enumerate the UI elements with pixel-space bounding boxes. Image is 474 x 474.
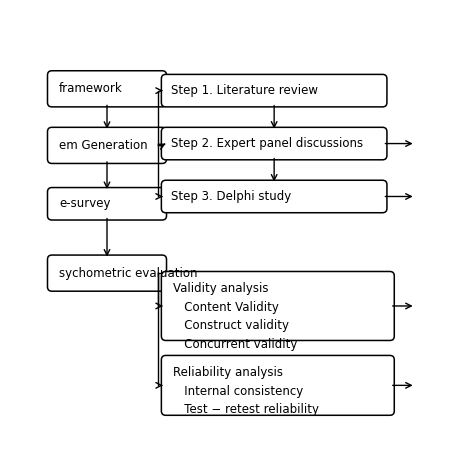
Text: Reliability analysis
   Internal consistency
   Test − retest reliability: Reliability analysis Internal consistenc… [173, 366, 319, 416]
FancyBboxPatch shape [161, 356, 394, 415]
Text: em Generation: em Generation [59, 139, 148, 152]
FancyBboxPatch shape [161, 180, 387, 213]
FancyBboxPatch shape [47, 71, 166, 107]
Text: sychometric evaluation: sychometric evaluation [59, 267, 198, 280]
Text: Validity analysis
   Content Validity
   Construct validity
   Concurrent validi: Validity analysis Content Validity Const… [173, 283, 298, 351]
Text: e-survey: e-survey [59, 197, 111, 210]
Text: Step 1. Literature review: Step 1. Literature review [171, 84, 319, 97]
FancyBboxPatch shape [47, 128, 166, 164]
FancyBboxPatch shape [47, 255, 166, 291]
FancyBboxPatch shape [161, 128, 387, 160]
Text: Step 2. Expert panel discussions: Step 2. Expert panel discussions [171, 137, 364, 150]
FancyBboxPatch shape [161, 272, 394, 340]
Text: framework: framework [59, 82, 123, 95]
FancyBboxPatch shape [47, 188, 166, 220]
FancyBboxPatch shape [161, 74, 387, 107]
Text: Step 3. Delphi study: Step 3. Delphi study [171, 190, 292, 203]
